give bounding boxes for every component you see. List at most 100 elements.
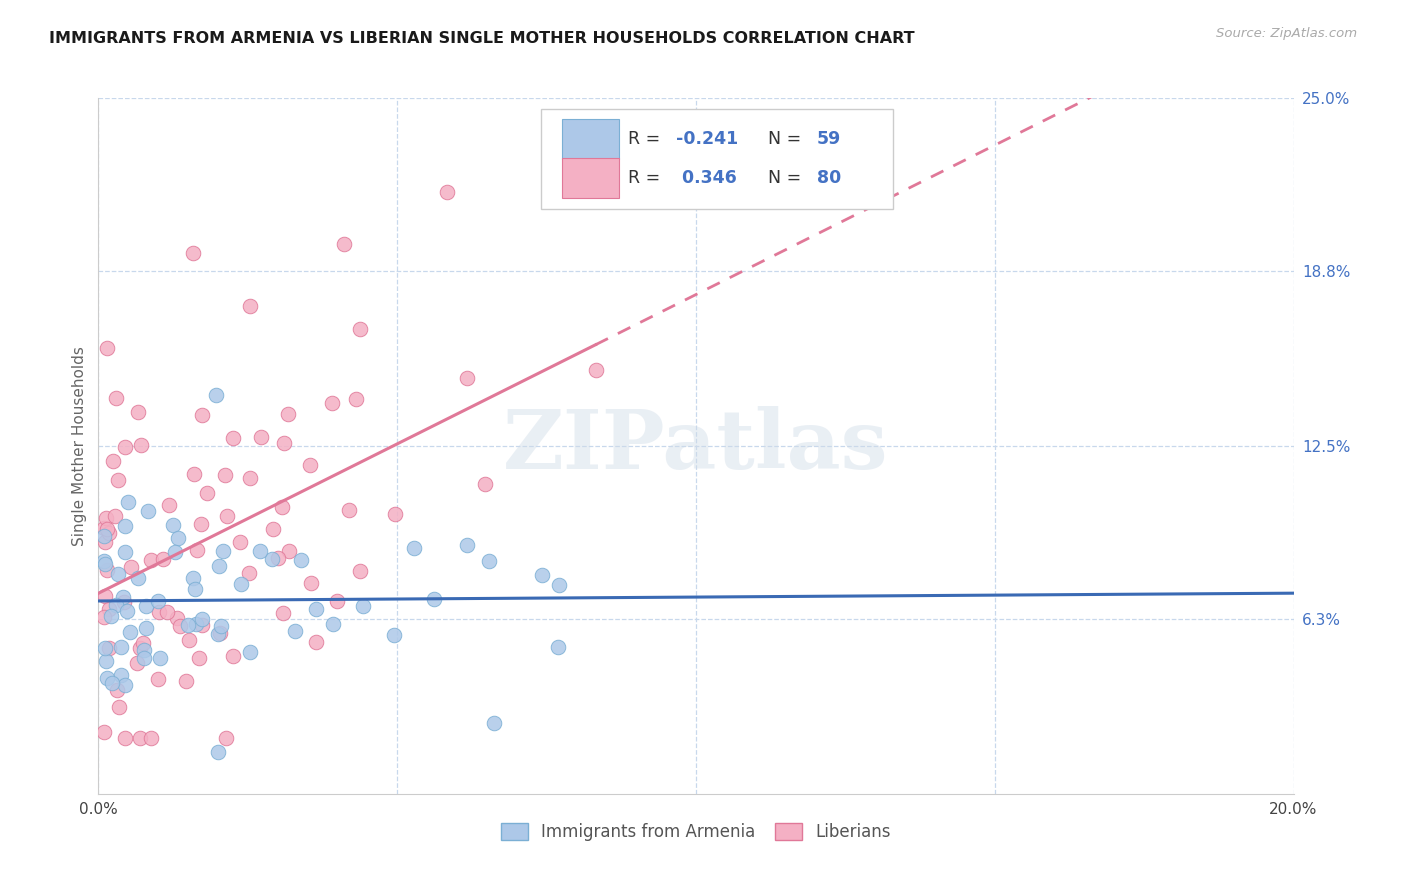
- Point: [93, 725, 115, 739]
- Point: [129, 640, 152, 655]
- Point: [384, 628, 406, 642]
- Point: [239, 299, 262, 313]
- Y-axis label: Single Mother Households: Single Mother Households: [72, 346, 87, 546]
- Point: [277, 407, 299, 421]
- Legend: Immigrants from Armenia, Liberians: Immigrants from Armenia, Liberians: [495, 817, 897, 848]
- Point: [384, 507, 406, 521]
- Point: [209, 619, 232, 633]
- Point: [231, 577, 253, 591]
- Point: [299, 576, 322, 591]
- Point: [207, 745, 229, 759]
- Point: [156, 605, 179, 619]
- Point: [141, 553, 163, 567]
- FancyBboxPatch shape: [541, 109, 893, 210]
- Point: [136, 504, 159, 518]
- Point: [205, 387, 228, 401]
- FancyBboxPatch shape: [562, 158, 620, 198]
- Point: [322, 617, 344, 632]
- Point: [104, 508, 127, 523]
- Point: [530, 567, 553, 582]
- Point: [191, 612, 214, 626]
- Text: 80: 80: [817, 169, 841, 187]
- Point: [127, 405, 149, 419]
- Point: [107, 567, 129, 582]
- Point: [148, 605, 170, 619]
- Point: [93, 553, 115, 567]
- Point: [174, 674, 197, 689]
- Point: [478, 554, 501, 568]
- Point: [162, 518, 184, 533]
- Point: [135, 621, 157, 635]
- Point: [271, 500, 294, 514]
- Point: [96, 672, 118, 686]
- Point: [177, 617, 200, 632]
- Point: [191, 618, 214, 632]
- Text: R =: R =: [628, 130, 665, 148]
- Text: 0.346: 0.346: [676, 169, 737, 187]
- Point: [249, 543, 271, 558]
- Point: [228, 535, 250, 549]
- Point: [211, 543, 233, 558]
- Point: [298, 458, 321, 472]
- Point: [114, 518, 136, 533]
- Point: [148, 593, 170, 607]
- Point: [115, 604, 138, 618]
- Point: [100, 609, 122, 624]
- Point: [163, 545, 186, 559]
- Text: N =: N =: [756, 169, 807, 187]
- Point: [105, 682, 128, 697]
- Point: [195, 486, 218, 500]
- Point: [94, 589, 117, 603]
- Point: [104, 392, 127, 406]
- Point: [191, 408, 214, 422]
- Point: [104, 599, 127, 613]
- Point: [129, 437, 152, 451]
- Point: [474, 477, 496, 491]
- Point: [157, 498, 180, 512]
- Point: [304, 601, 326, 615]
- Point: [222, 649, 245, 664]
- Point: [260, 551, 283, 566]
- Point: [146, 673, 169, 687]
- Point: [127, 571, 149, 585]
- Point: [222, 431, 245, 445]
- Point: [344, 392, 367, 406]
- Point: [110, 668, 132, 682]
- Point: [402, 541, 425, 555]
- Point: [422, 592, 444, 607]
- Point: [183, 467, 205, 482]
- Point: [184, 582, 207, 596]
- Point: [114, 731, 136, 746]
- Point: [96, 341, 118, 355]
- Point: [101, 676, 124, 690]
- Point: [110, 640, 132, 654]
- Point: [107, 474, 129, 488]
- Point: [273, 436, 295, 450]
- Point: [349, 565, 371, 579]
- Point: [290, 553, 312, 567]
- Point: [108, 699, 131, 714]
- Point: [132, 651, 155, 665]
- Point: [97, 641, 120, 656]
- Point: [93, 534, 115, 549]
- Point: [97, 525, 120, 540]
- Point: [262, 522, 284, 536]
- Point: [103, 454, 125, 468]
- Point: [482, 715, 505, 730]
- Point: [93, 521, 115, 535]
- Point: [326, 594, 349, 608]
- Point: [169, 619, 191, 633]
- Point: [132, 636, 155, 650]
- Point: [149, 651, 172, 665]
- Point: [112, 595, 135, 609]
- Point: [93, 529, 115, 543]
- Point: [125, 656, 148, 670]
- Point: [96, 563, 118, 577]
- Point: [267, 550, 290, 565]
- Point: [239, 645, 262, 659]
- Point: [214, 467, 236, 482]
- Point: [278, 544, 301, 558]
- Point: [93, 640, 115, 655]
- Point: [456, 538, 478, 552]
- Point: [352, 599, 374, 613]
